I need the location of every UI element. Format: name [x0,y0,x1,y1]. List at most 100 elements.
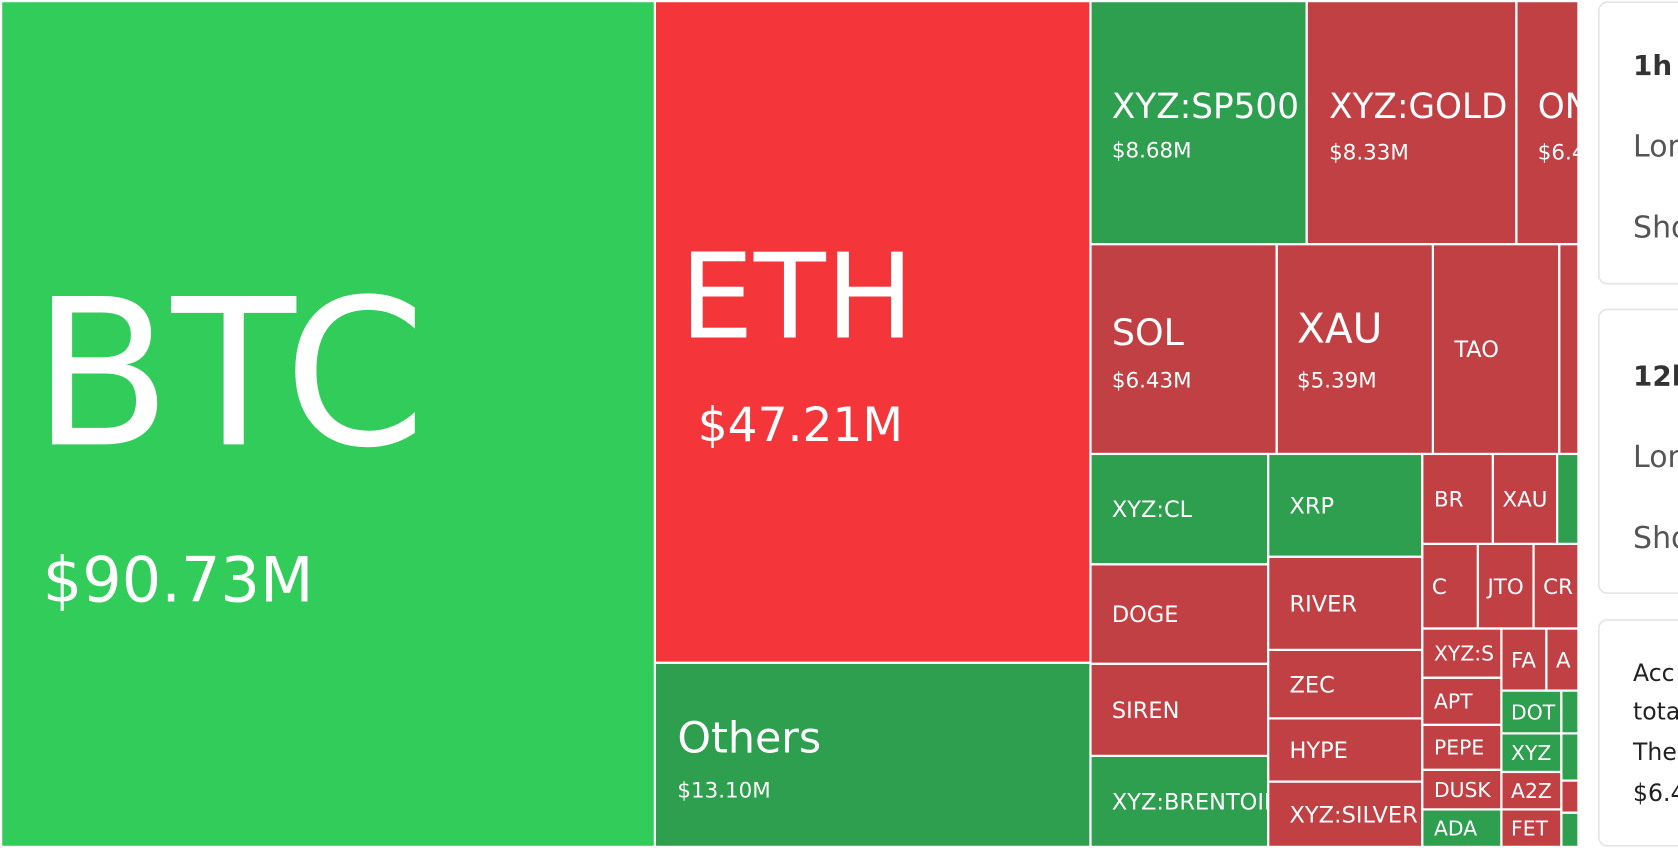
tile-bg [1091,565,1268,663]
tile[interactable]: JTO [1478,544,1533,628]
tile[interactable]: XYZ:SP500 $8.68M [1091,2,1306,244]
tile[interactable]: DUSK [1423,770,1501,809]
tile[interactable]: A2Z [1502,773,1561,809]
tile-value: $47.21M [698,398,903,453]
tile-bg [1560,245,1578,453]
tile-label: Others [677,714,821,764]
tile[interactable]: XYZ [1502,734,1561,771]
tile-bg [1547,629,1578,690]
tile[interactable]: DOGE [1091,565,1268,663]
tile[interactable]: ETH $47.21M [656,2,1090,662]
tile-label: TAO [1453,337,1499,363]
card-line: Sho [1633,211,1678,246]
tile-bg [1423,810,1501,846]
tile[interactable]: RIVER [1269,557,1422,649]
tile-bg [1269,782,1422,846]
tile[interactable]: DOT [1502,691,1561,733]
tile[interactable]: XYZ:GOLD $8.33M [1307,2,1516,244]
tile-label: XYZ:SILVER [1290,802,1418,828]
tile-label: XYZ [1511,741,1551,765]
tile-bg [1091,664,1268,755]
card [1598,619,1678,847]
tile-label: XRP [1290,493,1335,519]
tile-label: XYZ:GOLD [1329,87,1507,127]
tile-label: PEPE [1434,736,1484,760]
card-line: Lon [1633,129,1678,164]
tile-bg [1423,678,1501,724]
tile[interactable]: XYZ:S [1423,629,1501,677]
tile[interactable]: ADA [1423,810,1501,846]
tile-label: A2Z [1511,779,1552,803]
tile[interactable]: A [1547,629,1578,690]
tile-label: CR [1543,575,1573,600]
tile-value: $5.39M [1297,369,1377,394]
tile-label: ETH [680,228,915,365]
tile-value: $8.33M [1329,141,1409,166]
tile[interactable] [1560,245,1578,453]
tile[interactable]: HYPE [1269,719,1422,781]
tile[interactable]: BTC $90.73M [2,2,654,846]
tile-label: HYPE [1290,738,1348,764]
tile[interactable]: CR [1534,544,1578,628]
tile-label: XYZ:SP500 [1112,87,1299,127]
tile-label: BTC [32,255,426,492]
tile[interactable]: APT [1423,678,1501,724]
tile[interactable]: FET [1502,810,1561,846]
tile-bg [1423,725,1501,769]
tile[interactable]: XYZ:SILVER [1269,782,1422,846]
tile-bg [1502,810,1561,846]
tile[interactable] [1562,813,1578,846]
tile[interactable]: SIREN [1091,664,1268,755]
tile-bg [1091,2,1306,244]
tile[interactable]: BR [1423,455,1492,543]
tile[interactable]: PEPE [1423,725,1501,769]
tile-bg [1502,691,1561,733]
tile-bg [1562,734,1578,780]
tile-bg [1091,756,1268,846]
tile[interactable]: ZEC [1269,650,1422,718]
tile-label: RIVER [1290,591,1357,617]
tile-bg [1307,2,1516,244]
card-line: Acc [1633,659,1675,687]
tile[interactable]: XYZ:BRENTOIL [1091,756,1277,846]
tile-label: JTO [1486,575,1524,600]
tile[interactable]: TAO [1434,245,1559,453]
card [1598,308,1678,594]
tile-label: ZEC [1290,672,1335,698]
tile[interactable] [1562,691,1578,733]
tile[interactable] [1562,781,1578,812]
tile-label: C [1432,575,1447,600]
tile-value: $6.43M [1112,369,1192,394]
tile[interactable] [1558,455,1578,543]
tile-bg [1562,691,1578,733]
tile[interactable]: SOL $6.43M [1091,245,1276,453]
tile[interactable]: XRP [1269,455,1422,556]
tile[interactable]: ON $6.4 [1517,2,1590,244]
tile[interactable]: XYZ:CL [1091,455,1268,564]
tile[interactable]: XAU $5.39M [1277,245,1432,453]
tile-label: DOGE [1112,602,1179,628]
tile-bg [1562,813,1578,846]
tile-label: FET [1511,817,1549,841]
tile[interactable] [1562,734,1578,780]
tile-label: APT [1434,690,1473,714]
tile-label: XYZ:CL [1112,497,1193,523]
tile-bg [1517,2,1578,244]
tile-bg [1502,734,1561,771]
tile-bg [1502,629,1546,690]
card-line: Lon [1633,440,1678,475]
tile-bg [1558,455,1578,543]
tile-bg [1269,650,1422,718]
tile-bg [1562,781,1578,812]
tile-bg [1091,245,1276,453]
tile[interactable]: Others $13.10M [656,663,1090,846]
tile[interactable]: XAU [1493,455,1557,543]
tile-label: DUSK [1434,778,1491,802]
tile[interactable]: FA [1502,629,1546,690]
tile-label: FA [1511,648,1536,673]
tile[interactable]: C [1423,544,1477,628]
tile-bg [1091,455,1268,564]
tile-bg [1423,455,1492,543]
